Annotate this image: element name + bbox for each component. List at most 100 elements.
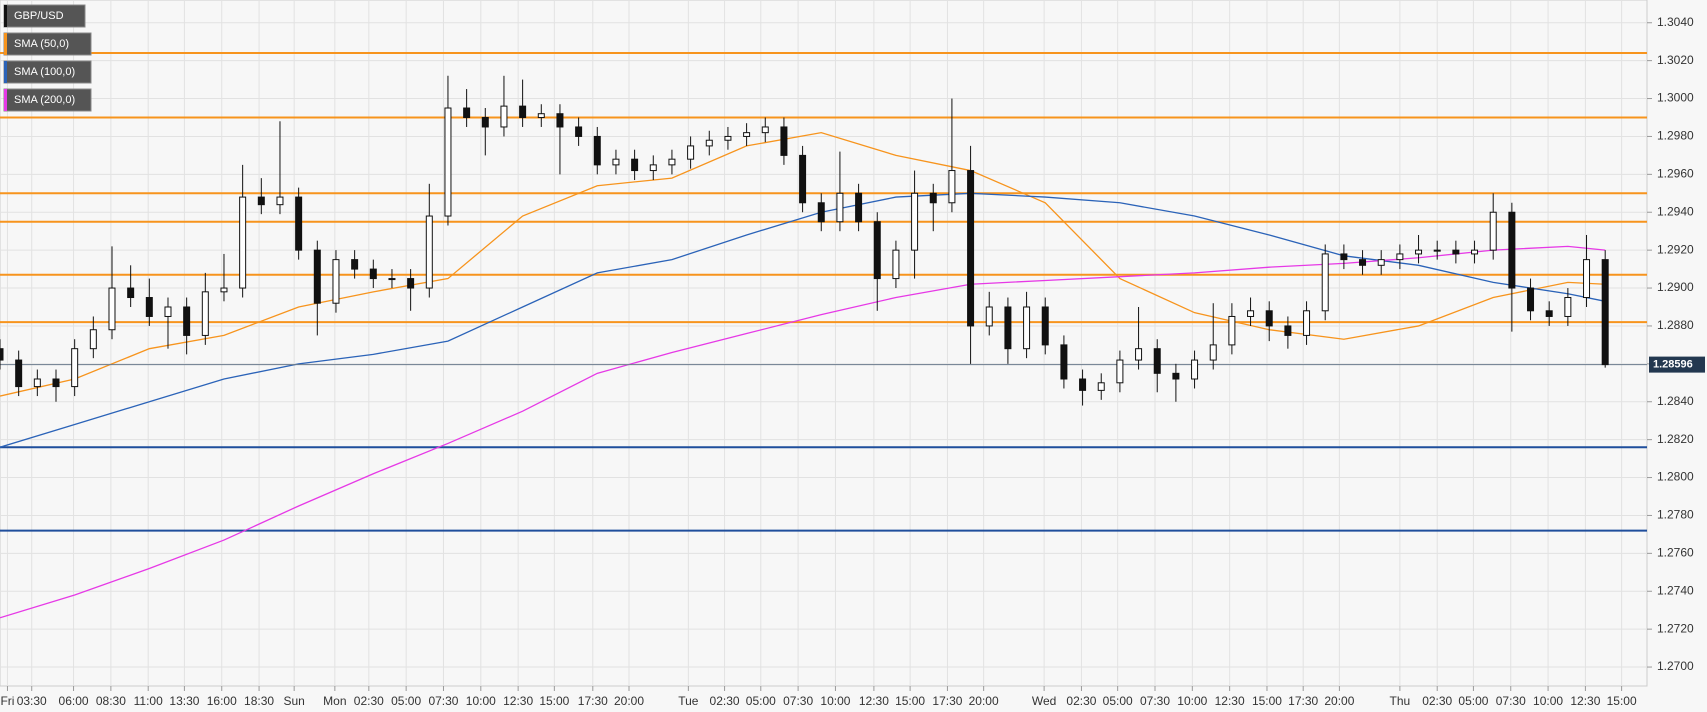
candle-body	[1359, 259, 1367, 266]
candle-body	[1489, 211, 1497, 251]
candle-body	[575, 126, 583, 137]
candle-body	[1041, 306, 1049, 346]
y-tick-label: 1.2780	[1657, 508, 1694, 522]
x-tick-label: 17:30	[1288, 694, 1318, 708]
candle-body	[388, 278, 396, 281]
last-price-box	[1649, 356, 1705, 373]
candle-body	[649, 164, 657, 172]
candle-body	[463, 107, 471, 118]
candle-body	[1172, 372, 1180, 380]
candle-body	[481, 116, 489, 128]
x-tick-label: 12:30	[1570, 694, 1600, 708]
legend-swatch	[4, 89, 7, 111]
x-tick-label: 20:00	[614, 694, 644, 708]
candle-body	[89, 329, 97, 350]
legend-swatch	[4, 5, 7, 27]
candle-body	[183, 306, 191, 336]
candle-body	[295, 196, 303, 251]
candle-body	[1527, 287, 1535, 312]
candle-body	[1153, 348, 1161, 374]
candle-body	[1209, 344, 1217, 361]
candle-body	[799, 154, 807, 204]
x-tick-label: 16:00	[207, 694, 237, 708]
x-tick-label: 15:00	[1607, 694, 1637, 708]
x-tick-label: Tue	[678, 694, 699, 708]
x-tick-label: 02:30	[1066, 694, 1096, 708]
candle-body	[836, 192, 844, 223]
x-tick-label: 15:00	[895, 694, 925, 708]
x-tick-label: Fri	[0, 694, 14, 708]
legend-label: SMA (50,0)	[14, 38, 69, 50]
x-tick-label: 20:00	[1324, 694, 1354, 708]
x-tick-label: 07:30	[428, 694, 458, 708]
candle-body	[911, 192, 919, 251]
candle-body	[500, 105, 508, 128]
x-tick-label: 08:30	[96, 694, 126, 708]
candle-body	[855, 192, 863, 223]
x-tick-label: 07:30	[783, 694, 813, 708]
x-tick-label: 07:30	[1140, 694, 1170, 708]
candle-body	[1583, 259, 1591, 299]
candle-body	[1116, 359, 1124, 384]
candle-body	[1321, 253, 1329, 312]
candle-body	[15, 359, 23, 388]
x-tick-label: 05:00	[746, 694, 776, 708]
candle-body	[33, 378, 41, 388]
sma-line	[0, 245, 1606, 619]
candle-body	[1340, 253, 1348, 261]
candle-body	[519, 105, 527, 118]
candle-body	[1097, 382, 1105, 391]
y-tick-label: 1.2880	[1657, 318, 1694, 332]
candle-body	[313, 249, 321, 304]
y-tick-label: 1.2840	[1657, 394, 1694, 408]
candle-body	[1303, 310, 1311, 336]
candle-body	[873, 221, 881, 280]
candle-body	[1601, 259, 1609, 366]
x-tick-label: 12:30	[859, 694, 889, 708]
x-tick-label: 17:30	[932, 694, 962, 708]
y-tick-label: 1.2920	[1657, 242, 1694, 256]
candle-body	[537, 113, 545, 118]
y-tick-label: 1.2740	[1657, 583, 1694, 597]
candle-body	[1284, 325, 1292, 336]
candle-body	[220, 287, 228, 293]
y-tick-label: 1.3020	[1657, 53, 1694, 67]
y-tick-label: 1.2980	[1657, 129, 1694, 143]
x-tick-label: 05:00	[1103, 694, 1133, 708]
candle-body	[668, 158, 676, 166]
x-tick-label: 17:30	[578, 694, 608, 708]
candle-body	[407, 278, 415, 289]
legend-label: SMA (100,0)	[14, 66, 75, 78]
candle-body	[1377, 259, 1385, 266]
candle-body	[743, 132, 751, 137]
candle-body	[612, 158, 620, 166]
candle-body	[1247, 310, 1255, 317]
candle-body	[929, 192, 937, 204]
x-tick-label: 10:00	[820, 694, 850, 708]
candle-body	[201, 291, 209, 336]
candle-body	[892, 249, 900, 280]
y-tick-label: 1.3040	[1657, 15, 1694, 29]
candle-body	[257, 196, 265, 206]
candle-body	[1023, 306, 1031, 350]
candle-body	[687, 145, 695, 160]
x-tick-label: 02:30	[1422, 694, 1452, 708]
x-tick-label: 07:30	[1496, 694, 1526, 708]
x-tick-label: 10:00	[1177, 694, 1207, 708]
candle-body	[1191, 359, 1199, 380]
y-tick-label: 1.2720	[1657, 621, 1694, 635]
last-price-label: 1.28596	[1653, 359, 1693, 371]
candle-body	[556, 113, 564, 128]
y-tick-label: 1.2940	[1657, 204, 1694, 218]
candle-body	[332, 259, 340, 304]
x-tick-label: 13:30	[169, 694, 199, 708]
y-tick-label: 1.2800	[1657, 470, 1694, 484]
y-tick-label: 1.2960	[1657, 167, 1694, 181]
candle-body	[1079, 378, 1087, 391]
candle-body	[1060, 344, 1068, 380]
x-tick-label: 12:30	[1215, 694, 1245, 708]
sma-line	[0, 131, 1606, 397]
candle-body	[948, 170, 956, 204]
candle-body	[425, 215, 433, 289]
